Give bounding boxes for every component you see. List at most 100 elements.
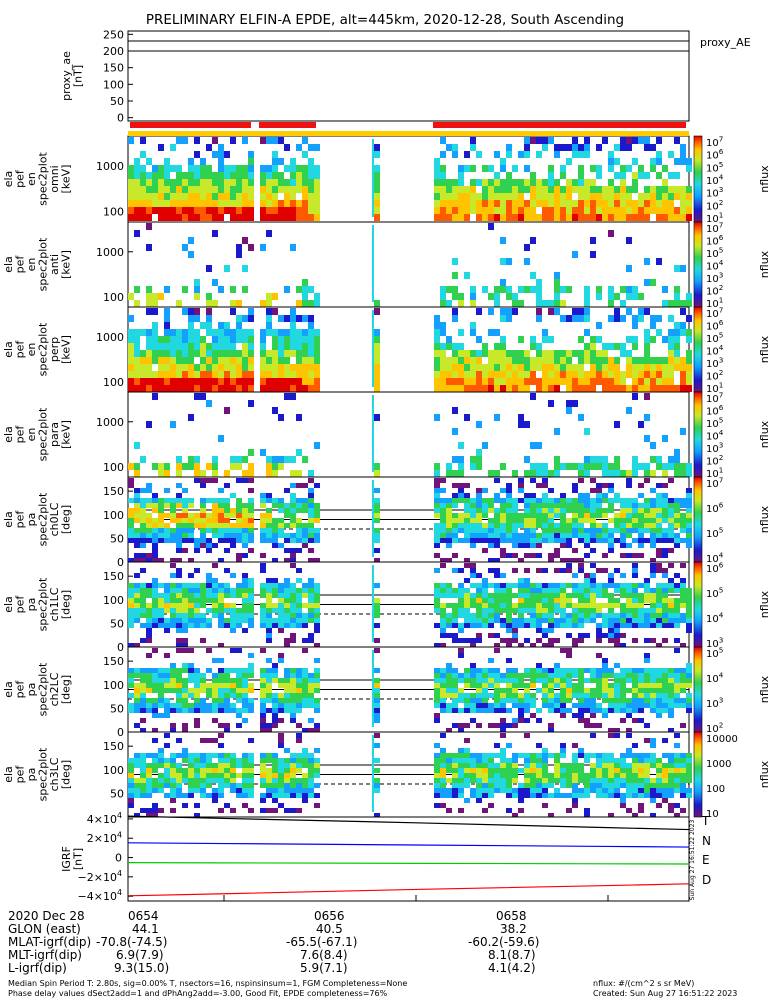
heatmap-cell [632, 498, 638, 503]
heatmap-cell [518, 533, 524, 538]
heatmap-cell [512, 688, 518, 693]
heatmap-cell [248, 498, 254, 503]
heatmap-cell [230, 463, 236, 470]
heatmap-cell [260, 758, 266, 763]
heatmap-cell [644, 279, 650, 286]
heatmap-cell [560, 688, 566, 693]
heatmap-cell [452, 783, 458, 788]
heatmap-cell [476, 788, 482, 793]
heatmap-cell [638, 513, 644, 518]
heatmap-cell [170, 503, 176, 508]
heatmap-cell [644, 350, 650, 357]
heatmap-cell [158, 598, 164, 603]
heatmap-cell [686, 528, 692, 533]
heatmap-cell [494, 668, 500, 673]
heatmap-cell [146, 613, 152, 618]
colorbar-ch1LC [693, 561, 703, 648]
heatmap-cell [164, 778, 170, 783]
heatmap-cell [488, 308, 494, 315]
heatmap-cell [188, 528, 194, 533]
heatmap-cell [296, 618, 302, 623]
heatmap-cell [158, 172, 164, 179]
heatmap-cell [140, 703, 146, 708]
heatmap-cell [482, 200, 488, 207]
heatmap-cell [218, 793, 224, 798]
heatmap-cell [602, 593, 608, 598]
heatmap-cell [548, 214, 554, 221]
heatmap-cell [680, 498, 686, 503]
heatmap-cell [572, 200, 578, 207]
heatmap-cell [182, 643, 188, 648]
heatmap-cell [578, 718, 584, 723]
heatmap-cell [278, 628, 284, 633]
heatmap-cell [512, 470, 518, 477]
heatmap-cell [434, 329, 440, 336]
heatmap-cell [608, 783, 614, 788]
heatmap-cell [650, 364, 656, 371]
heatmap-cell [446, 693, 452, 698]
heatmap-cell [446, 200, 452, 207]
heatmap-cell [494, 643, 500, 648]
heatmap-cell [194, 768, 200, 773]
heatmap-cell [308, 618, 314, 623]
heatmap-cell [686, 613, 692, 618]
heatmap-cell [512, 778, 518, 783]
heatmap-cell [278, 653, 284, 658]
heatmap-cell [224, 503, 230, 508]
heatmap-cell [212, 773, 218, 778]
heatmap-cell [248, 738, 254, 743]
heatmap-cell [218, 673, 224, 678]
colorbar-tick-label: 103 [706, 356, 723, 371]
heatmap-cell [434, 488, 440, 493]
heatmap-cell [464, 483, 470, 488]
heatmap-cell [164, 308, 170, 315]
heatmap-cell [194, 538, 200, 543]
heatmap-cell [374, 385, 380, 392]
heatmap-cell [248, 463, 254, 470]
heatmap-cell [458, 364, 464, 371]
ytick-label: 150 [103, 485, 124, 498]
heatmap-cell [518, 518, 524, 523]
heatmap-cell [296, 300, 302, 307]
heatmap-cell [440, 286, 446, 293]
heatmap-cell [188, 385, 194, 392]
heatmap-cell [230, 778, 236, 783]
heatmap-cell [674, 137, 680, 144]
heatmap-cell [686, 503, 692, 508]
heatmap-cell [584, 513, 590, 518]
heatmap-cell [626, 793, 632, 798]
heatmap-cell [164, 668, 170, 673]
heatmap-cell [578, 598, 584, 603]
heatmap-cell [272, 693, 278, 698]
heatmap-cell [272, 543, 278, 548]
heatmap-cell [260, 763, 266, 768]
heatmap-cell [212, 214, 218, 221]
heatmap-cell [374, 151, 380, 158]
heatmap-cell [188, 200, 194, 207]
colorbar-tick-label: 103 [706, 185, 723, 200]
heatmap-cell [656, 608, 662, 613]
heatmap-cell [260, 773, 266, 778]
heatmap-cell [314, 144, 320, 151]
heatmap-cell [314, 768, 320, 773]
heatmap-cell [482, 533, 488, 538]
heatmap-cell [626, 678, 632, 683]
heatmap-cell [542, 483, 548, 488]
heatmap-cell [548, 308, 554, 315]
heatmap-cell [566, 286, 572, 293]
heatmap-cell [296, 315, 302, 322]
heatmap-cell [566, 364, 572, 371]
heatmap-cell [536, 151, 542, 158]
heatmap-cell [614, 618, 620, 623]
heatmap-cell [554, 548, 560, 553]
heatmap-cell [542, 618, 548, 623]
heatmap-cell [566, 688, 572, 693]
heatmap-cell [152, 803, 158, 808]
heatmap-cell [140, 200, 146, 207]
heatmap-cell [542, 753, 548, 758]
heatmap-cell [314, 613, 320, 618]
heatmap-cell [140, 179, 146, 186]
heatmap-cell [440, 350, 446, 357]
heatmap-cell [686, 623, 692, 628]
